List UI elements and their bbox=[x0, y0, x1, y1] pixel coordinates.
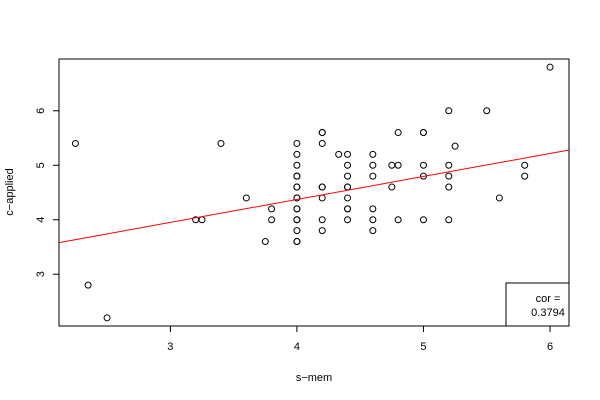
data-point bbox=[344, 216, 352, 224]
data-point bbox=[293, 227, 301, 235]
data-point bbox=[369, 205, 377, 213]
data-point bbox=[344, 194, 352, 202]
regression-line bbox=[58, 149, 570, 244]
data-point bbox=[521, 172, 529, 180]
data-point bbox=[445, 161, 453, 169]
data-point bbox=[293, 161, 301, 169]
data-point bbox=[445, 172, 453, 180]
data-point bbox=[293, 205, 301, 213]
points-layer bbox=[71, 63, 554, 322]
data-point bbox=[369, 172, 377, 180]
y-tick-label: 5 bbox=[35, 162, 47, 168]
data-point bbox=[318, 129, 326, 137]
data-point bbox=[344, 205, 352, 213]
data-point bbox=[344, 150, 352, 158]
data-point bbox=[198, 216, 206, 224]
data-point bbox=[318, 194, 326, 202]
data-point bbox=[293, 194, 301, 202]
x-tick-label: 5 bbox=[420, 341, 426, 353]
data-point bbox=[344, 172, 352, 180]
data-point bbox=[293, 216, 301, 224]
data-point bbox=[369, 161, 377, 169]
data-point bbox=[84, 281, 92, 289]
legend-value: 0.3794 bbox=[531, 307, 565, 319]
data-point bbox=[335, 150, 343, 158]
data-point bbox=[445, 216, 453, 224]
y-axis-label: c−applied bbox=[4, 168, 16, 215]
data-point bbox=[242, 194, 250, 202]
x-tick-label: 3 bbox=[167, 341, 173, 353]
data-point bbox=[318, 227, 326, 235]
data-point bbox=[217, 139, 225, 147]
x-tick-label: 4 bbox=[294, 341, 300, 353]
data-point bbox=[268, 205, 276, 213]
data-point bbox=[369, 150, 377, 158]
legend-box: cor = 0.3794 bbox=[505, 282, 570, 327]
data-point bbox=[293, 183, 301, 191]
data-point bbox=[261, 238, 269, 246]
data-point bbox=[369, 227, 377, 235]
data-point bbox=[394, 161, 402, 169]
data-point bbox=[483, 107, 491, 115]
legend-label: cor = bbox=[536, 293, 561, 305]
y-axis: 3 4 5 6 bbox=[35, 108, 59, 277]
data-point bbox=[394, 129, 402, 137]
data-point bbox=[451, 142, 459, 150]
y-tick-label: 4 bbox=[35, 217, 47, 223]
data-point bbox=[419, 216, 427, 224]
plot-frame bbox=[58, 58, 570, 327]
data-point bbox=[419, 161, 427, 169]
data-point bbox=[546, 63, 554, 71]
data-point bbox=[394, 216, 402, 224]
x-tick-label: 6 bbox=[547, 341, 553, 353]
data-point bbox=[293, 238, 301, 246]
data-point bbox=[445, 183, 453, 191]
data-point bbox=[318, 139, 326, 147]
data-point bbox=[293, 150, 301, 158]
data-point bbox=[388, 161, 396, 169]
data-point bbox=[445, 107, 453, 115]
data-point bbox=[495, 194, 503, 202]
data-point bbox=[369, 216, 377, 224]
data-point bbox=[344, 161, 352, 169]
data-point bbox=[521, 161, 529, 169]
data-point bbox=[318, 183, 326, 191]
x-axis: 3 4 5 6 bbox=[167, 326, 553, 353]
data-point bbox=[71, 139, 79, 147]
data-point bbox=[293, 172, 301, 180]
data-point bbox=[344, 183, 352, 191]
y-tick-label: 3 bbox=[35, 271, 47, 277]
data-point bbox=[103, 314, 111, 322]
data-point bbox=[293, 139, 301, 147]
y-tick-label: 6 bbox=[35, 108, 47, 114]
data-point bbox=[419, 129, 427, 137]
data-point bbox=[388, 183, 396, 191]
data-point bbox=[268, 216, 276, 224]
x-axis-label: s−mem bbox=[296, 372, 332, 384]
data-point bbox=[318, 216, 326, 224]
